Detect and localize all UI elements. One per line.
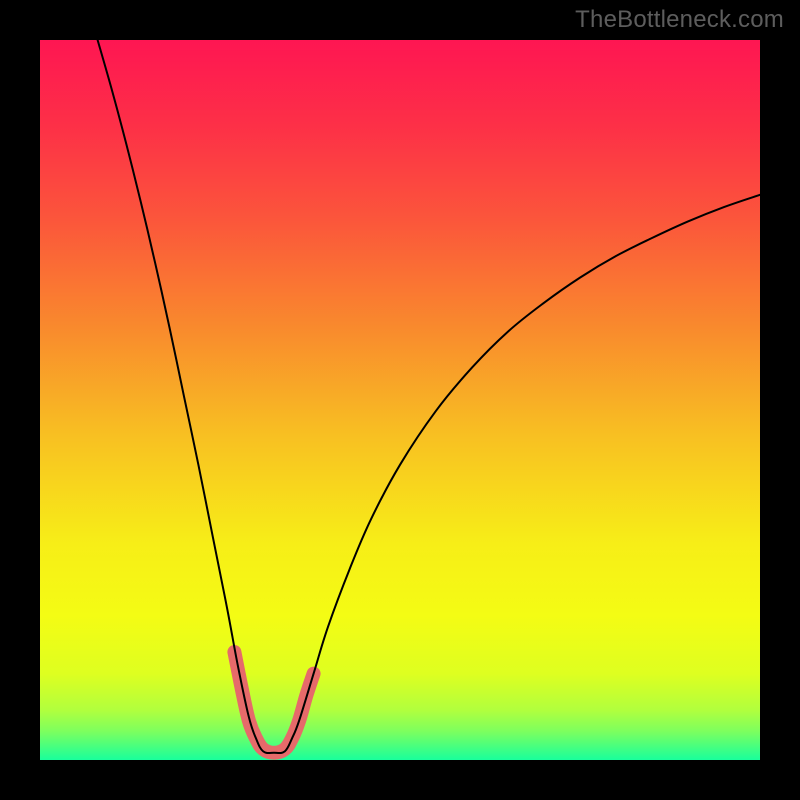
bottleneck-chart [40, 40, 760, 760]
figure-container: TheBottleneck.com [0, 0, 800, 800]
watermark-text: TheBottleneck.com [575, 6, 784, 34]
gradient-background [40, 40, 760, 760]
plot-area [40, 40, 760, 760]
